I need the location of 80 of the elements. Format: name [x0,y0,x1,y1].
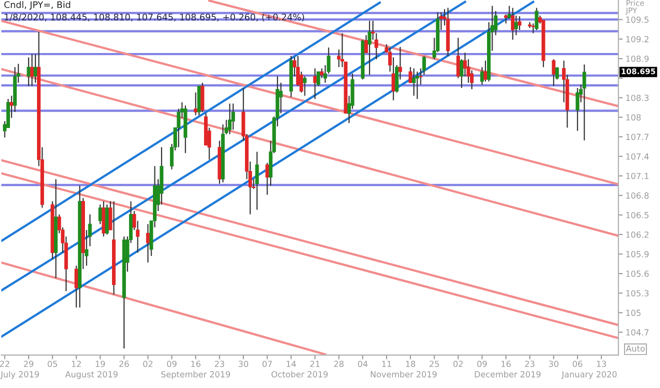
candlestick [412,68,416,96]
x-tick-label: 22 [0,360,10,367]
candlestick [279,82,283,114]
candlestick [320,68,324,79]
x-tick-label: 16 [502,360,511,368]
y-tick-label: 106.5 [626,212,648,218]
x-tick-label: 21 [310,360,320,367]
x-tick-label: 11 [382,360,392,367]
y-tick-label: 108 [626,114,641,121]
candlestick [484,60,488,82]
candlestick [368,20,372,76]
candlestick [531,22,535,34]
y-tick-label: 104.7 [626,329,649,336]
y-tick-label: 108.9 [626,56,649,62]
x-tick-label: 25 [430,360,439,368]
y-tick-label: 105.9 [626,251,649,258]
y-tick-label: 107.1 [626,172,648,180]
text: October 2019 [272,370,328,378]
y-tick-label: 108.3 [626,94,649,101]
x-tick-label: 23 [525,360,534,368]
candlestick [374,32,378,60]
x-tick-label: 09 [167,360,177,368]
candlestick [34,54,38,84]
candlestick [313,68,317,100]
candlestick [30,54,34,87]
x-tick-label: 09 [477,360,487,368]
x-tick-label: 14 [286,360,296,367]
candlestick [582,64,586,141]
y-tick-label: 107.4 [626,153,649,160]
y-tick-label: 105.3 [626,290,649,296]
y-tick-label: 107.7 [626,134,649,140]
x-tick-label: 12 [72,360,81,367]
candlestick [74,265,78,308]
x-tick-label: 07 [262,360,272,368]
candlestick [26,56,30,87]
candlestick [518,16,522,31]
candlestick [398,46,402,80]
x-tick-label: 29 [24,360,34,368]
text: January 2020 [561,371,617,380]
candlestick [514,15,518,36]
candlestick [528,22,532,29]
y-tick-label: 106.2 [626,231,648,238]
x-tick-label: 06 [572,360,582,368]
chart-title: Cndl, JPY=, Bid [4,1,70,10]
candlestick [302,76,307,96]
candlestick [510,7,515,40]
text: September 2019 [161,370,230,380]
candlestick [255,151,259,210]
candlestick [415,71,420,100]
candlestick [265,162,270,196]
x-tick-label: 30 [548,360,558,368]
x-tick-label: 05 [48,360,58,368]
x-tick-label: 19 [96,360,105,368]
x-tick-label: 16 [191,360,200,368]
candlestick [576,87,580,132]
candlestick [146,224,150,264]
text: July 2019 [0,370,39,380]
text: December 2019 [474,370,541,378]
y-tick-label: 109.5 [626,16,648,23]
x-tick-label: 18 [406,360,416,368]
x-tick-label: 04 [358,360,368,368]
text: November 2019 [370,370,437,378]
x-tick-label: 02 [453,360,463,368]
y-tick-label: 109.2 [626,36,648,42]
candlestick [10,95,14,118]
candlestick [534,7,538,31]
text: August 2019 [65,371,118,380]
y-tick-label: 105 [626,310,641,316]
candlestick [504,14,508,24]
x-tick-label: 23 [214,360,224,368]
y-tick-label: 105.6 [626,270,649,277]
x-tick-label: 02 [143,360,152,368]
x-tick-label: 30 [238,360,248,368]
x-tick-label: 13 [596,360,606,368]
candlestick [228,103,232,135]
y-tick-label: 106.8 [626,192,649,199]
x-tick-label: 28 [334,360,344,368]
text: Auto [626,345,645,352]
candlestick [231,103,235,130]
x-tick-label: 26 [119,360,129,368]
